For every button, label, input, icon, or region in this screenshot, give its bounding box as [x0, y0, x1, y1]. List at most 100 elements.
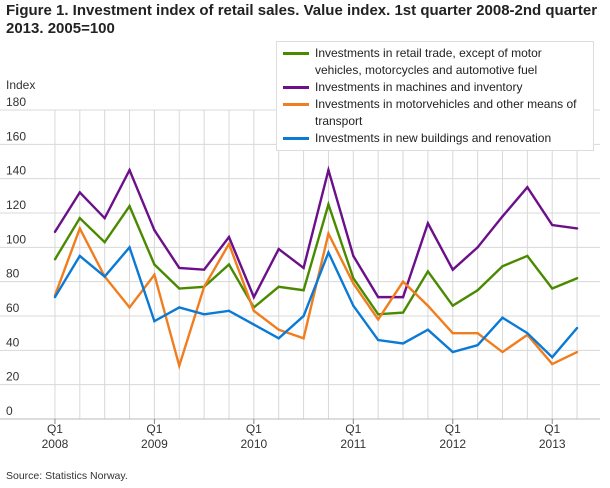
legend-label: Investments in motorvehicles and other m… [315, 97, 577, 128]
data-point [501, 265, 504, 268]
legend-label: Investments in machines and inventory [315, 80, 523, 94]
data-point [451, 304, 454, 307]
x-tick-quarter: Q1 [445, 422, 461, 436]
data-point [327, 203, 330, 206]
data-point [153, 319, 156, 323]
x-tick-quarter: Q1 [146, 422, 162, 436]
data-point [352, 254, 355, 258]
x-tick-year: 2011 [340, 437, 366, 451]
data-point [501, 316, 504, 319]
data-point [128, 246, 131, 249]
y-tick-label: 100 [6, 232, 26, 246]
legend-swatch [283, 103, 309, 106]
legend-item: Investments in new buildings and renovat… [281, 130, 589, 147]
y-tick-label: 180 [6, 95, 26, 109]
data-point [426, 222, 430, 225]
series-line-0 [53, 200, 578, 316]
data-point [53, 258, 57, 261]
data-point [153, 228, 156, 232]
data-point [376, 295, 380, 299]
x-tick-year: 2010 [241, 437, 268, 451]
data-point [153, 263, 156, 266]
data-point [302, 314, 305, 318]
x-tick-year: 2008 [42, 437, 69, 451]
data-point [53, 230, 57, 234]
data-point [128, 168, 131, 172]
data-point [575, 227, 579, 230]
data-point [302, 266, 305, 270]
data-point [178, 306, 181, 309]
data-point [78, 227, 82, 230]
data-point [501, 350, 504, 354]
data-point [352, 277, 355, 280]
data-point [153, 273, 156, 276]
legend-label: Investments in retail trade, except of m… [315, 46, 542, 77]
data-point [252, 323, 256, 326]
x-tick-quarter: Q1 [246, 422, 262, 436]
data-point [227, 242, 231, 246]
data-point [426, 270, 430, 273]
data-point [178, 287, 181, 290]
data-point [401, 311, 405, 314]
data-point [103, 275, 106, 278]
data-point [551, 287, 554, 290]
data-point [376, 338, 380, 342]
data-point [476, 331, 479, 335]
data-point [103, 216, 106, 220]
legend-swatch [283, 86, 309, 89]
data-point [376, 318, 380, 321]
data-point [78, 254, 82, 258]
data-point [277, 247, 280, 251]
data-point [327, 168, 330, 172]
chart-title: Figure 1. Investment index of retail sal… [6, 2, 598, 37]
data-point [352, 304, 355, 307]
y-tick-label: 80 [6, 267, 20, 281]
data-point [202, 285, 206, 289]
data-point [476, 289, 479, 292]
x-tick-year: 2012 [439, 437, 466, 451]
data-point [376, 313, 380, 316]
legend-swatch [283, 52, 309, 55]
data-point [302, 289, 305, 292]
y-tick-label: 120 [6, 198, 26, 212]
data-point [551, 356, 554, 359]
data-point [327, 251, 330, 254]
data-point [202, 268, 206, 271]
y-tick-label: 160 [6, 129, 26, 143]
data-point [302, 337, 305, 340]
data-point [78, 191, 82, 194]
x-tick-quarter: Q1 [47, 422, 63, 436]
data-point [227, 309, 231, 313]
data-point [227, 235, 231, 239]
data-point [476, 343, 479, 347]
legend-item: Investments in retail trade, except of m… [281, 45, 589, 79]
data-point [178, 266, 181, 270]
data-point [451, 268, 454, 271]
y-tick-label: 60 [6, 301, 20, 315]
x-tick-quarter: Q1 [544, 422, 560, 436]
y-tick-label: 20 [6, 370, 20, 384]
data-point [551, 223, 554, 227]
legend-item: Investments in motorvehicles and other m… [281, 96, 589, 130]
x-tick-year: 2009 [141, 437, 168, 451]
data-point [575, 277, 579, 280]
data-point [78, 216, 82, 220]
data-point [575, 350, 579, 354]
data-point [526, 186, 529, 189]
data-point [202, 313, 206, 316]
legend-swatch [283, 137, 309, 140]
data-point [128, 204, 131, 208]
legend: Investments in retail trade, except of m… [276, 41, 594, 151]
data-point [401, 342, 405, 345]
data-point [401, 295, 405, 299]
data-point [426, 304, 430, 307]
data-point [352, 282, 355, 285]
data-point [426, 328, 430, 331]
data-point [526, 254, 529, 258]
series-line-1 [53, 165, 578, 300]
data-point [227, 263, 231, 266]
data-point [252, 309, 256, 313]
legend-item: Investments in machines and inventory [281, 79, 589, 96]
